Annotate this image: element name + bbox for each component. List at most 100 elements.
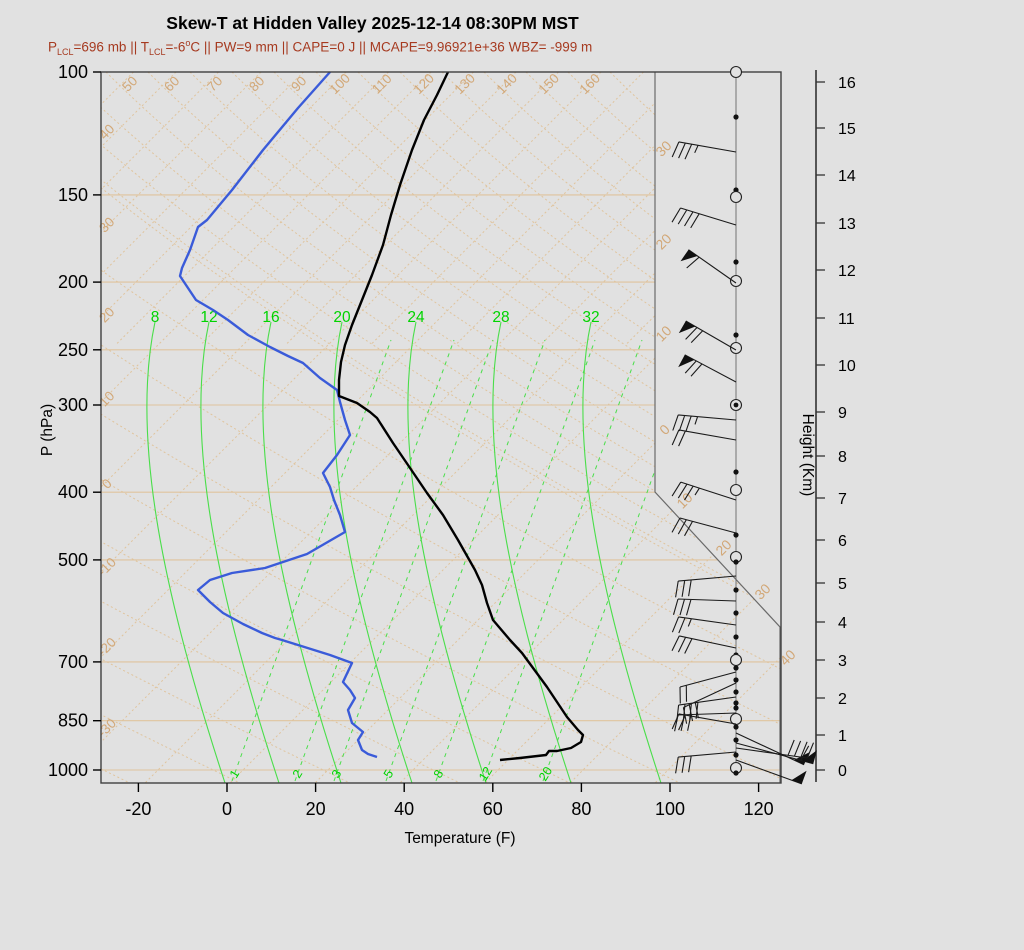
height-axis-title: Height (Km) [799,414,816,497]
moist-adiabat-label: 24 [407,309,425,326]
isotherm-label: 90 [288,73,309,94]
chart-title: Skew-T at Hidden Valley 2025-12-14 08:30… [166,13,579,33]
p-tick-label: 200 [58,272,88,292]
dry-adiabat-line [101,72,131,783]
wind-barb [671,517,737,537]
h-tick-label: 2 [838,691,847,708]
isotherm-label: 80 [246,73,267,94]
wind-barb [676,696,737,722]
temperature-axis: -20 0 20 40 60 80 100 120 Temperature (F) [125,783,774,847]
isotherm-label: 60 [161,73,182,94]
p-tick-label: 100 [58,62,88,82]
mixing-ratio-line [385,339,546,782]
isotherm-label: 10 [96,388,117,409]
mixing-ratio-label: 1 [227,767,243,780]
station-dot [733,559,739,565]
mixing-ratio-label: 20 [536,764,555,783]
isotherm-line-upper [285,72,559,346]
p-tick-label: 150 [58,185,88,205]
h-tick-label: 8 [838,449,847,466]
wind-barb [671,713,737,731]
moist-adiabat-line [200,321,280,783]
isotherm-label: 30 [96,214,117,235]
grid-clip-boundary [654,72,781,783]
wind-barb [675,575,737,598]
isotherm-label: 10 [652,322,674,344]
moist-adiabat-label: 16 [262,309,279,326]
mixing-ratio-label: 5 [381,767,397,780]
mixing-ratio-line [231,339,392,782]
x-tick-label: 60 [483,799,503,819]
wind-barbs [671,65,817,785]
moist-adiabat-line [582,321,662,783]
skewt-grid [0,72,1024,783]
dry-adiabat-line [105,72,780,783]
isotherm-label: 20 [652,230,674,252]
wind-barb [671,141,737,160]
isotherm-label: 30 [652,137,674,159]
isotherm-line-upper [200,72,474,346]
pressure-axis: 100 150 200 250 300 400 500 700 850 1000 P (hPa) [39,62,101,780]
moist-adiabat-label: 8 [151,309,160,326]
dry-adiabat-line [101,72,780,783]
isotherm-line [101,72,772,783]
plot-frame [100,71,782,784]
dry-adiabat-line [101,72,780,783]
dry-adiabat-line [101,72,780,783]
isotherm-line-upper [370,72,644,346]
isotherm-line [0,72,6,783]
moist-adiabat-line [407,321,487,783]
isotherm-label: 0 [656,421,673,438]
isotherm-line [484,72,780,783]
station-dot [733,770,739,776]
isotherm-label: 50 [119,73,140,94]
wind-barb [735,739,815,759]
wind-barb [671,429,737,447]
mixing-ratio-label: 12 [476,764,495,783]
x-tick-label: 40 [394,799,414,819]
station-dot [733,532,739,538]
station-circle [729,341,743,355]
isotherm-label: -20 [95,635,119,659]
h-tick-label: 7 [838,491,847,508]
station-dot [733,700,739,706]
x-axis-title: Temperature (F) [404,830,515,847]
p-tick-label: 250 [58,340,88,360]
wind-barb [671,481,737,501]
station-dot [733,259,739,265]
p-tick-label: 300 [58,395,88,415]
isotherm-line-upper [710,72,780,346]
isotherm-line-upper [455,72,729,346]
h-tick-label: 13 [838,216,856,233]
isotherm-line [101,72,177,783]
isotherm-line-upper [881,72,1024,345]
wind-barb [671,616,737,634]
h-tick-label: 3 [838,653,847,670]
station-dot [733,402,739,408]
wind-barb [679,671,737,704]
h-tick-label: 5 [838,576,847,593]
station-dot [733,752,739,758]
station-dot [733,689,739,695]
isotherm-label: 100 [327,71,354,98]
barb-pennant [680,249,698,262]
moist-adiabat-line [146,321,226,783]
h-tick-label: 11 [838,311,855,328]
p-tick-label: 1000 [48,760,88,780]
dry-adiabat-line [483,72,780,783]
dry-adiabat-line [101,72,780,783]
mixing-ratio-line [482,339,643,782]
dry-adiabat-line [101,72,780,783]
x-tick-label: 0 [222,799,232,819]
moist-adiabat-line [492,321,572,783]
p-tick-label: 500 [58,550,88,570]
x-tick-label: 20 [306,799,326,819]
moist-adiabat-label: 12 [200,309,217,326]
wind-barb [671,207,737,229]
barb-pennant [791,770,807,784]
isotherm-line-upper [966,72,1024,345]
